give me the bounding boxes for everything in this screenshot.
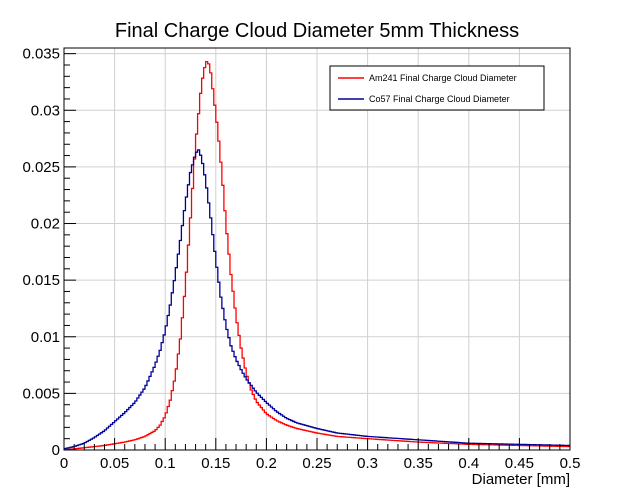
y-tick-label: 0.03 bbox=[31, 102, 60, 119]
series-layer bbox=[64, 60, 570, 451]
x-tick-label: 0 bbox=[60, 455, 68, 472]
legend: Am241 Final Charge Cloud Diameter Co57 F… bbox=[329, 65, 545, 111]
y-tick-label: 0.025 bbox=[22, 159, 60, 176]
y-tick-label: 0.015 bbox=[22, 272, 60, 289]
y-tick-label: 0 bbox=[52, 442, 60, 459]
series-line-co57 bbox=[64, 149, 570, 450]
y-tick-label: 0.035 bbox=[22, 46, 60, 63]
chart-title: Final Charge Cloud Diameter 5mm Thicknes… bbox=[115, 20, 519, 42]
x-tick-label: 0.4 bbox=[458, 455, 479, 472]
x-tick-label: 0.25 bbox=[302, 455, 331, 472]
x-tick-label: 0.05 bbox=[100, 455, 129, 472]
x-axis-title: Diameter [mm] bbox=[472, 471, 570, 488]
legend-label-co57: Co57 Final Charge Cloud Diameter bbox=[369, 94, 510, 104]
legend-label-am241: Am241 Final Charge Cloud Diameter bbox=[369, 73, 517, 83]
x-tick-label: 0.35 bbox=[404, 455, 433, 472]
y-tick-label: 0.01 bbox=[31, 329, 60, 346]
legend-box bbox=[329, 65, 545, 111]
x-tick-label: 0.3 bbox=[357, 455, 378, 472]
x-tick-label: 0.2 bbox=[256, 455, 277, 472]
x-tick-label: 0.45 bbox=[505, 455, 534, 472]
series-line-am241 bbox=[64, 60, 570, 451]
x-tick-label: 0.1 bbox=[155, 455, 176, 472]
ticks: 0 0.05 0.1 0.15 0.2 0.25 0.3 0.35 0.4 0.45 0.5 0 0.0… bbox=[22, 46, 580, 472]
x-tick-label: 0.15 bbox=[201, 455, 230, 472]
x-tick-label: 0.5 bbox=[560, 455, 581, 472]
y-tick-label: 0.02 bbox=[31, 216, 60, 233]
y-tick-label: 0.005 bbox=[22, 385, 60, 402]
